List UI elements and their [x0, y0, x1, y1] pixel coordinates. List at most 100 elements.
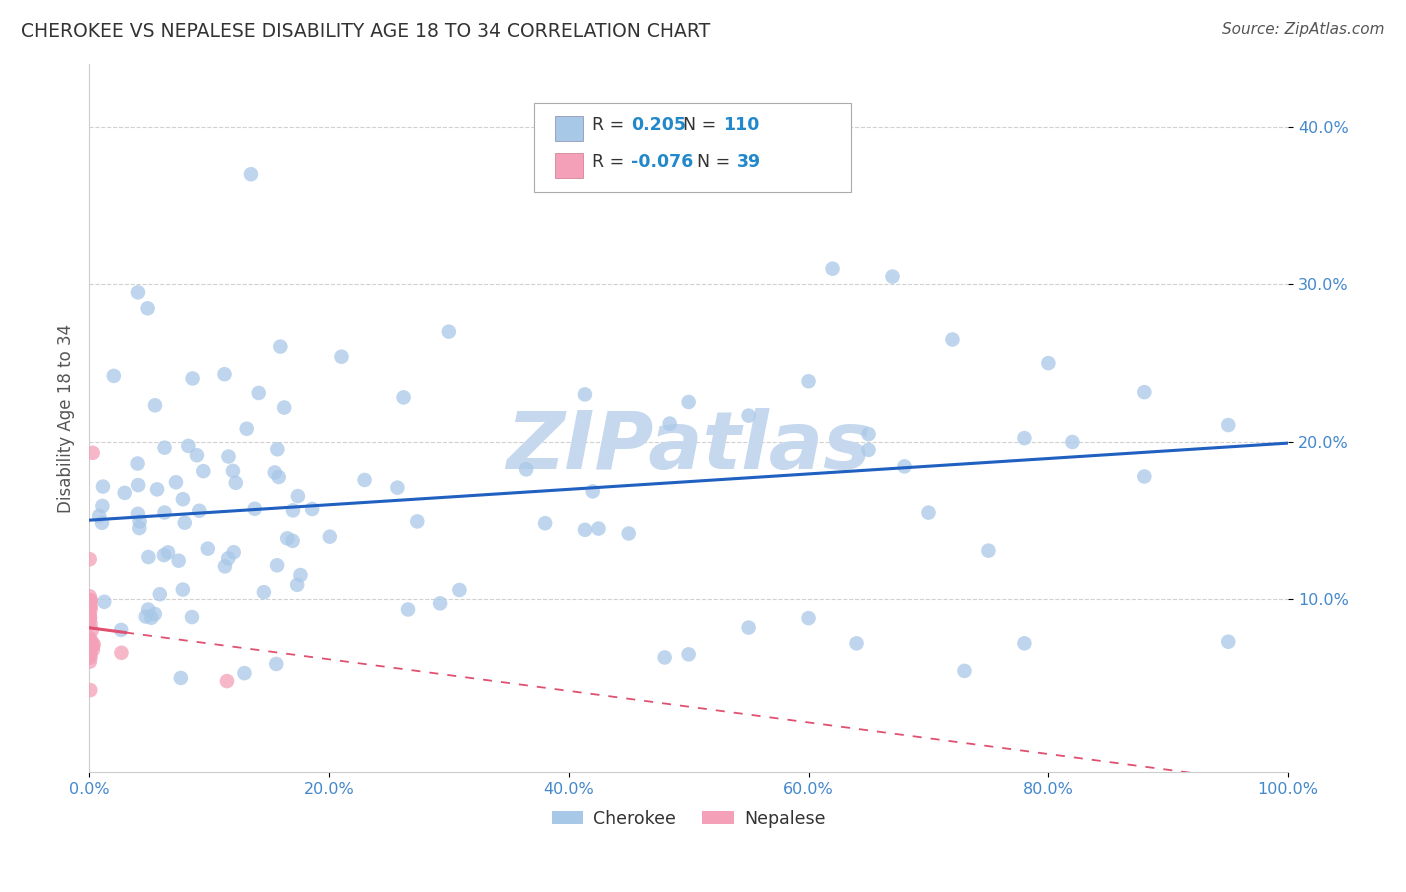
Point [276, 532, 298, 546]
Point [138, 549, 160, 564]
Point [917, 506, 939, 520]
Point [79, 552, 101, 566]
Point [127, 478, 149, 492]
Point [79, 655, 101, 669]
Point [821, 261, 844, 276]
Point [146, 483, 169, 497]
Point [893, 459, 915, 474]
Point [353, 473, 375, 487]
Text: 0.205: 0.205 [631, 116, 686, 134]
Point [953, 664, 976, 678]
Point [225, 475, 247, 490]
Point [281, 503, 304, 517]
Point [574, 387, 596, 401]
Point [79, 650, 101, 665]
Point [127, 457, 149, 471]
Point [143, 398, 166, 412]
Point [79, 599, 101, 613]
Point [79, 590, 101, 604]
Point [143, 607, 166, 621]
Point [79, 594, 101, 608]
Point [515, 462, 537, 476]
Point [110, 623, 132, 637]
Point [437, 325, 460, 339]
Point [534, 516, 557, 531]
Point [80, 624, 103, 638]
Point [165, 475, 187, 490]
Point [82, 642, 104, 657]
Point [222, 464, 245, 478]
Text: CHEROKEE VS NEPALESE DISABILITY AGE 18 TO 34 CORRELATION CHART: CHEROKEE VS NEPALESE DISABILITY AGE 18 T… [21, 22, 710, 41]
Point [103, 368, 125, 383]
Text: ZIPatlas: ZIPatlas [506, 408, 872, 485]
Point [977, 543, 1000, 558]
Point [882, 269, 904, 284]
Point [266, 558, 288, 573]
Text: -0.076: -0.076 [631, 153, 693, 171]
Point [79, 635, 101, 649]
Point [737, 621, 759, 635]
Point [239, 167, 262, 181]
Point [173, 516, 195, 530]
Point [167, 554, 190, 568]
Point [128, 521, 150, 535]
Point [214, 368, 236, 382]
Point [80, 601, 103, 615]
Point [406, 515, 429, 529]
Point [177, 439, 200, 453]
Point [153, 548, 176, 562]
Point [266, 442, 288, 457]
Point [235, 422, 257, 436]
Point [263, 466, 285, 480]
Point [193, 464, 215, 478]
Point [79, 606, 101, 620]
Point [89, 508, 111, 523]
Y-axis label: Disability Age 18 to 34: Disability Age 18 to 34 [58, 324, 75, 513]
Point [79, 633, 101, 648]
Point [449, 582, 471, 597]
Point [80, 633, 103, 648]
Point [392, 391, 415, 405]
Point [941, 333, 963, 347]
Point [83, 637, 105, 651]
Text: 110: 110 [723, 116, 759, 134]
Point [181, 371, 204, 385]
Point [79, 616, 101, 631]
Point [77, 593, 100, 607]
Point [287, 489, 309, 503]
Point [77, 611, 100, 625]
Point [301, 502, 323, 516]
Point [79, 631, 101, 645]
Point [654, 650, 676, 665]
Text: 39: 39 [737, 153, 761, 171]
Point [149, 587, 172, 601]
Point [215, 674, 238, 689]
Point [82, 446, 104, 460]
Point [153, 441, 176, 455]
Text: N =: N = [697, 153, 737, 171]
Point [170, 671, 193, 685]
Point [1218, 634, 1240, 648]
Point [156, 545, 179, 559]
Point [243, 501, 266, 516]
Point [141, 611, 163, 625]
Point [582, 484, 605, 499]
Point [79, 609, 101, 624]
Point [181, 610, 204, 624]
Point [658, 417, 681, 431]
Point [127, 285, 149, 300]
Point [82, 639, 104, 653]
Point [91, 479, 114, 493]
Text: Source: ZipAtlas.com: Source: ZipAtlas.com [1222, 22, 1385, 37]
Point [80, 640, 103, 655]
Point [79, 639, 101, 653]
Point [1062, 435, 1084, 450]
Point [1038, 356, 1060, 370]
Point [264, 657, 287, 671]
Point [79, 647, 101, 661]
Point [91, 499, 114, 513]
Point [247, 386, 270, 401]
Point [845, 636, 868, 650]
Point [110, 646, 132, 660]
Text: R =: R = [592, 153, 630, 171]
